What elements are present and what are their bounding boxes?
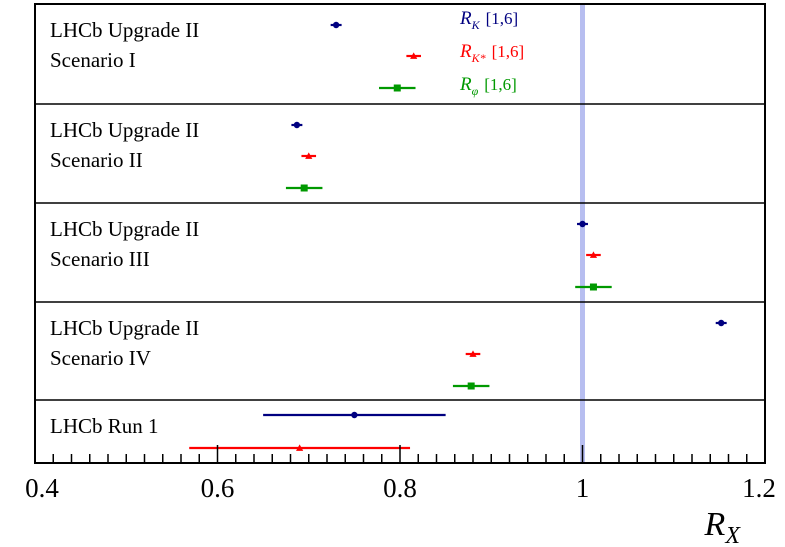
point-marker <box>293 121 301 129</box>
data-point <box>263 411 446 419</box>
panel-label: Scenario III <box>50 247 150 271</box>
legend-entry: RK* [1,6] <box>459 41 524 65</box>
point-marker <box>469 350 477 357</box>
panels: LHCb Upgrade II Scenario I LHCb Upgrade II… <box>35 18 765 438</box>
legend-symbol: R <box>459 74 472 95</box>
tick-label: 0.6 <box>201 473 235 503</box>
panel-label: Scenario IV <box>50 346 151 370</box>
data-point <box>465 350 481 357</box>
legend-subscript: φ <box>472 84 479 98</box>
data-point <box>379 84 416 92</box>
panel-label: Scenario II <box>50 148 143 172</box>
data-point <box>715 319 727 327</box>
point-marker <box>393 84 401 92</box>
legend-symbol: R <box>459 8 472 29</box>
x-axis-title: RX <box>704 506 742 547</box>
data-point <box>586 251 601 258</box>
panel-label: Scenario I <box>50 48 136 72</box>
data-point <box>406 52 421 59</box>
legend: RK [1,6]RK* [1,6]Rφ [1,6] <box>459 8 524 98</box>
legend-symbol: R <box>459 41 472 62</box>
legend-entry: Rφ [1,6] <box>459 74 517 98</box>
panel-label: LHCb Upgrade II <box>50 118 199 142</box>
point-marker <box>332 21 340 29</box>
tick-label: 0.8 <box>383 473 417 503</box>
tick-label: 1 <box>576 473 590 503</box>
data-point <box>285 184 323 192</box>
point-marker <box>718 319 725 327</box>
data-point <box>189 444 411 451</box>
legend-subscript: K <box>471 18 481 32</box>
panel-label: LHCb Upgrade II <box>50 18 199 42</box>
legend-range: [1,6] <box>492 42 525 61</box>
tick-label: 0.4 <box>25 473 59 503</box>
point-marker <box>467 382 475 390</box>
x-axis-title-main: R <box>704 506 726 543</box>
point-marker <box>351 411 358 419</box>
data-point <box>452 382 490 390</box>
legend-subscript: K* <box>471 51 486 65</box>
legend-range: [1,6] <box>486 9 519 28</box>
point-marker <box>296 444 304 451</box>
panel-label: LHCb Upgrade II <box>50 316 199 340</box>
data-point <box>291 121 303 129</box>
x-axis: 0.4 0.6 0.8 1 1.2 <box>25 445 776 503</box>
point-marker <box>579 220 586 228</box>
data-points <box>189 21 727 451</box>
point-marker <box>589 251 598 258</box>
x-axis-title-sub: X <box>724 523 741 547</box>
point-marker <box>305 152 313 159</box>
data-point <box>301 152 317 159</box>
legend-range: [1,6] <box>484 75 517 94</box>
point-marker <box>589 283 597 291</box>
panel-label: LHCb Upgrade II <box>50 217 199 241</box>
data-point <box>330 21 342 29</box>
panel-label: LHCb Run 1 <box>50 414 159 438</box>
legend-entry: RK [1,6] <box>459 8 518 32</box>
data-point <box>577 220 588 228</box>
point-marker <box>410 52 418 59</box>
tick-label: 1.2 <box>742 473 776 503</box>
point-marker <box>300 184 308 192</box>
data-point <box>575 283 612 291</box>
